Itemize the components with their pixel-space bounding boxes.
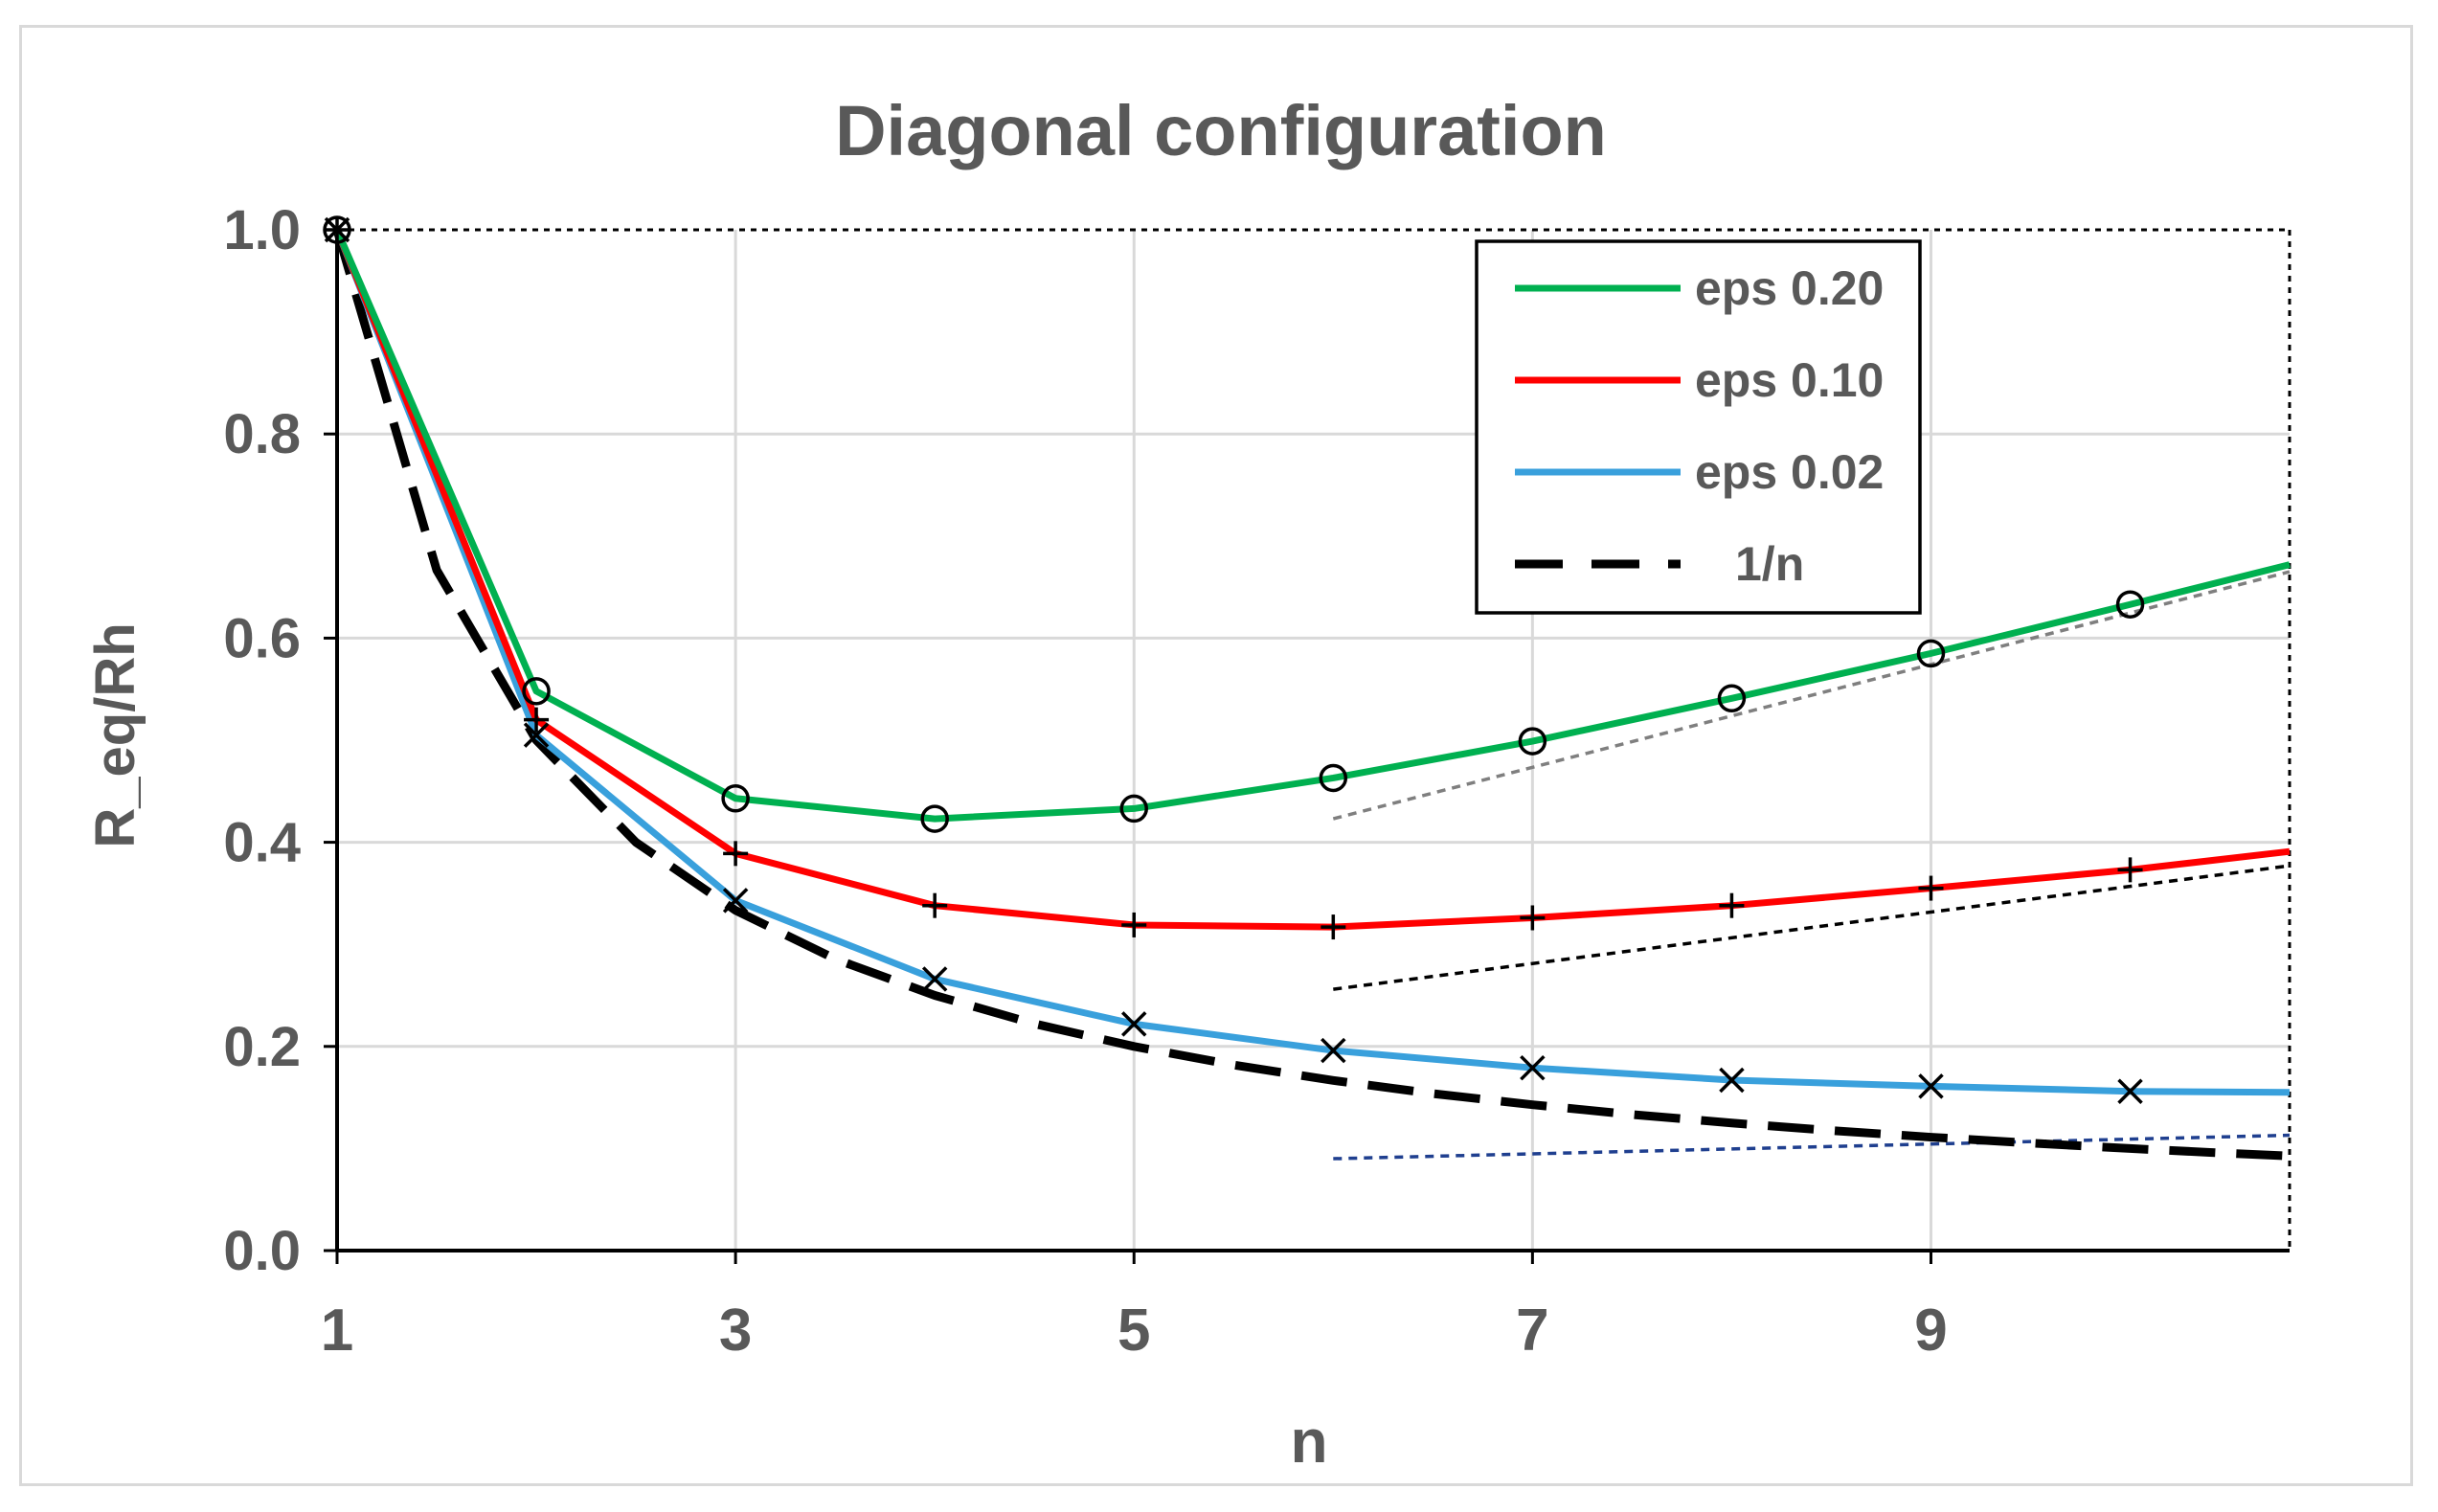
- series-line-4: [332, 228, 2291, 1161]
- asymptote-line-2: [1333, 864, 2291, 991]
- marker-plus: [922, 892, 948, 918]
- legend: eps 0.20 eps 0.10 eps 0.02 1/n: [1475, 239, 1922, 615]
- legend-label-3: eps 0.02: [1695, 445, 1884, 499]
- marker-plus: [1121, 912, 1147, 937]
- marker-circle: [1319, 763, 1348, 793]
- legend-label-4: 1/n: [1735, 537, 1804, 591]
- x-tick-label: 3: [719, 1298, 752, 1364]
- x-axis-label: n: [1290, 1407, 1327, 1476]
- marker-circle: [2115, 590, 2145, 619]
- series-line-2: [333, 228, 2291, 931]
- marker-circle: [1916, 639, 1946, 668]
- asymptote-line-3: [1333, 1133, 2291, 1161]
- legend-label-1: eps 0.20: [1695, 261, 1884, 315]
- tick-labels: 0.0 0.2 0.4 0.6 0.8 1.0 1 3 5 7 9: [223, 199, 1947, 1364]
- marker-plus: [723, 841, 749, 867]
- chart-title: Diagonal configuration: [835, 91, 1607, 170]
- marker-plus: [524, 707, 550, 733]
- marker-x: [1321, 1037, 1346, 1064]
- marker-circle: [1518, 727, 1547, 756]
- marker-plus: [1719, 892, 1745, 918]
- asymptote-lines: [1332, 570, 2291, 1161]
- marker-plus: [2117, 857, 2143, 883]
- marker-plus: [1918, 875, 1944, 901]
- y-tick-label: 0.0: [223, 1220, 301, 1282]
- marker-x: [1520, 1054, 1546, 1081]
- marker-circle: [1119, 794, 1148, 824]
- chart-frame: [19, 25, 2413, 1486]
- y-tick-label: 0.2: [223, 1016, 301, 1078]
- legend-box: [1475, 239, 1922, 615]
- marker-x: [324, 216, 350, 243]
- marker-x: [2117, 1078, 2143, 1104]
- asymptote-line-1: [1332, 570, 2291, 821]
- y-tick-label: 0.8: [223, 403, 301, 465]
- y-tick-label: 0.4: [223, 812, 301, 874]
- marker-circle: [522, 677, 551, 706]
- x-tick-label: 1: [321, 1298, 353, 1364]
- marker-plus: [1321, 914, 1346, 940]
- x-tick-label: 9: [1914, 1298, 1947, 1364]
- marker-circle: [721, 784, 750, 813]
- marker-circle: [1717, 684, 1747, 713]
- series-line-3: [333, 228, 2291, 1096]
- marker-x: [722, 888, 749, 914]
- x-tick-label: 7: [1516, 1298, 1548, 1364]
- series-line-1: [333, 228, 2291, 823]
- y-axis-label: R_eq/Rh: [84, 622, 147, 847]
- x-tick-label: 5: [1117, 1298, 1150, 1364]
- legend-label-2: eps 0.10: [1695, 353, 1884, 407]
- marker-circle: [920, 804, 949, 833]
- y-tick-label: 1.0: [223, 199, 301, 261]
- y-tick-label: 0.6: [223, 607, 301, 669]
- marker-x: [1719, 1067, 1745, 1094]
- marker-x: [523, 722, 550, 748]
- series-markers: [323, 215, 2145, 1104]
- series-lines: [332, 228, 2291, 1161]
- marker-x: [1918, 1073, 1944, 1099]
- marker-plus: [1520, 905, 1546, 931]
- marker-x: [921, 966, 948, 992]
- marker-x: [1121, 1011, 1147, 1037]
